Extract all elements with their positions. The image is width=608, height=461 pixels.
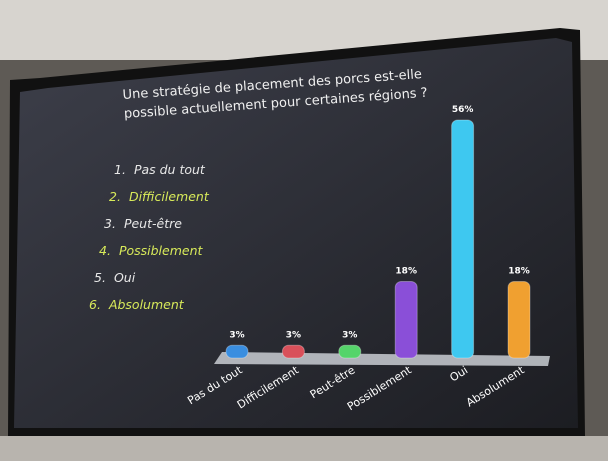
floor xyxy=(0,436,608,461)
option: 2. Difficilement xyxy=(109,189,217,216)
option-label: Oui xyxy=(114,270,135,285)
option-label: Difficilement xyxy=(129,189,209,204)
value-label: 56% xyxy=(452,105,474,115)
option-number: 2. xyxy=(109,189,121,204)
option: 4. Possiblement xyxy=(99,243,217,270)
value-label: 18% xyxy=(395,267,417,277)
value-label: 3% xyxy=(229,330,244,340)
option: 6. Absolument xyxy=(89,297,217,324)
option: 1. Pas du tout xyxy=(114,162,217,189)
option-label: Pas du tout xyxy=(134,162,205,177)
value-label: 3% xyxy=(342,330,357,340)
bar xyxy=(339,345,361,358)
bar xyxy=(508,282,530,359)
option-list: 1. Pas du tout 2. Difficilement 3. Peut-être 4… xyxy=(86,162,217,324)
option-number: 1. xyxy=(114,162,126,177)
option-number: 3. xyxy=(104,216,116,231)
option: 3. Peut-être xyxy=(104,216,217,243)
bar xyxy=(395,282,417,359)
bar xyxy=(452,120,474,358)
option-label: Peut-être xyxy=(124,216,182,231)
option: 5. Oui xyxy=(94,270,217,297)
page: 3% Pas du tout 3% Difficilement 3% Peut-être 1… xyxy=(0,0,608,461)
bar xyxy=(282,345,304,358)
value-label: 3% xyxy=(286,330,301,340)
value-label: 18% xyxy=(508,267,530,277)
option-label: Absolument xyxy=(109,297,184,312)
option-label: Possiblement xyxy=(119,243,202,258)
option-number: 6. xyxy=(89,297,101,312)
bar xyxy=(226,345,248,358)
option-number: 5. xyxy=(94,270,106,285)
option-number: 4. xyxy=(99,243,111,258)
